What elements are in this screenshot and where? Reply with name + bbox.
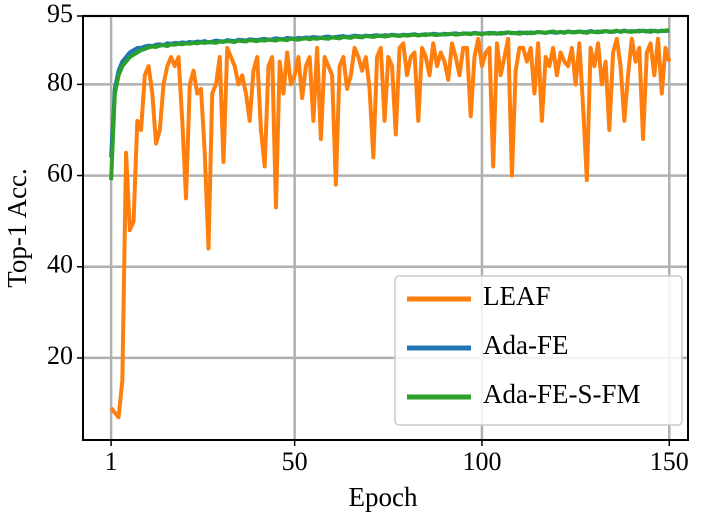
series-line bbox=[109, 28, 670, 181]
y-tick-label: 80 bbox=[47, 67, 73, 96]
y-tick-label: 95 bbox=[47, 0, 73, 28]
x-tick-label: 1 bbox=[105, 447, 118, 476]
y-axis-label: Top-1 Acc. bbox=[2, 168, 32, 288]
y-tick-label: 60 bbox=[47, 159, 73, 188]
plot-frame bbox=[82, 15, 689, 441]
legend-label: LEAF bbox=[483, 281, 551, 311]
legend-label: Ada-FE bbox=[483, 330, 568, 360]
x-tick-label: 50 bbox=[282, 447, 308, 476]
x-tick-label: 100 bbox=[462, 447, 501, 476]
legend-box bbox=[394, 275, 683, 426]
y-tick-label: 20 bbox=[47, 341, 73, 370]
series-line bbox=[109, 36, 672, 420]
y-tick-label: 40 bbox=[47, 250, 73, 279]
x-axis-label: Epoch bbox=[349, 482, 418, 512]
x-tick-label: 150 bbox=[650, 447, 689, 476]
legend-label: Ada-FE-S-FM bbox=[483, 379, 641, 409]
legend: LEAF Ada-FE Ada-FE-S-FM bbox=[394, 275, 683, 426]
